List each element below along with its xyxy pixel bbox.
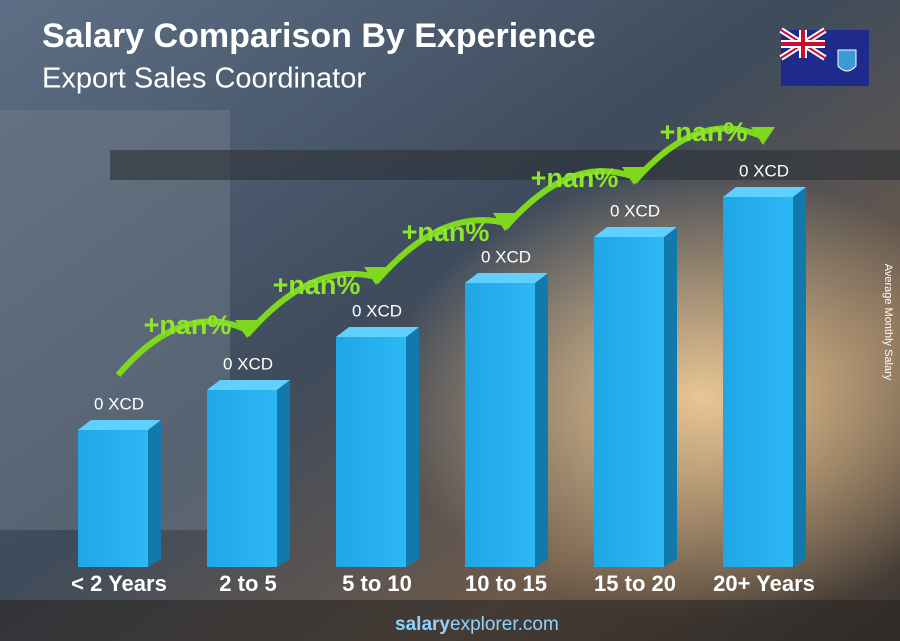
value-label: 0 XCD [610, 201, 660, 220]
subtitle: Export Sales Coordinator [42, 63, 366, 95]
bar [78, 430, 148, 567]
bar [594, 237, 664, 567]
bar-side [277, 380, 290, 567]
change-arrow [631, 125, 765, 184]
category-label: 20+ Years [713, 571, 815, 596]
bar-side [148, 420, 161, 567]
category-label: 15 to 20 [594, 571, 676, 596]
bar-side [406, 327, 419, 567]
bar-top [207, 380, 290, 390]
bar-top [594, 227, 677, 237]
footer-brand: salary [395, 614, 450, 635]
category-label: 2 to 5 [219, 571, 276, 596]
value-label: 0 XCD [481, 247, 531, 266]
change-arrow [373, 217, 506, 284]
bar [465, 283, 535, 567]
bar-side [664, 227, 677, 567]
bar [336, 337, 406, 567]
change-label: +nan% [660, 117, 748, 147]
bar [207, 390, 277, 567]
category-label: 10 to 15 [465, 571, 547, 596]
change-arrow [115, 318, 249, 377]
bar [723, 197, 793, 567]
value-label: 0 XCD [94, 394, 144, 413]
title: Salary Comparison By Experience [42, 17, 596, 55]
flag [779, 27, 869, 86]
bar-top [723, 187, 806, 197]
ground [0, 600, 900, 641]
bar-top [336, 327, 419, 337]
category-label: 5 to 10 [342, 571, 412, 596]
change-label: +nan% [144, 310, 232, 340]
change-arrow [502, 168, 636, 230]
bar-side [793, 187, 806, 567]
walkway [110, 150, 900, 180]
change-arrow-head [751, 127, 775, 145]
footer-rest: explorer.com [450, 614, 559, 635]
change-label: +nan% [273, 270, 361, 300]
value-label: 0 XCD [223, 354, 273, 373]
change-label: +nan% [402, 217, 490, 247]
change-label: +nan% [531, 163, 619, 193]
change-arrow [244, 270, 377, 337]
value-label: 0 XCD [739, 161, 789, 180]
axis-label: Average Monthly Salary [882, 264, 894, 381]
bar-top [465, 273, 548, 283]
value-label: 0 XCD [352, 301, 402, 320]
category-label: < 2 Years [71, 571, 167, 596]
bar-top [78, 420, 161, 430]
bar-side [535, 273, 548, 567]
